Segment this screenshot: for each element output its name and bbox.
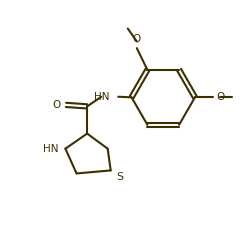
Text: HN: HN [43,144,59,154]
Text: O: O [52,100,61,110]
Text: S: S [116,172,123,182]
Text: O: O [216,92,224,102]
Text: HN: HN [94,92,109,102]
Text: O: O [132,34,140,44]
